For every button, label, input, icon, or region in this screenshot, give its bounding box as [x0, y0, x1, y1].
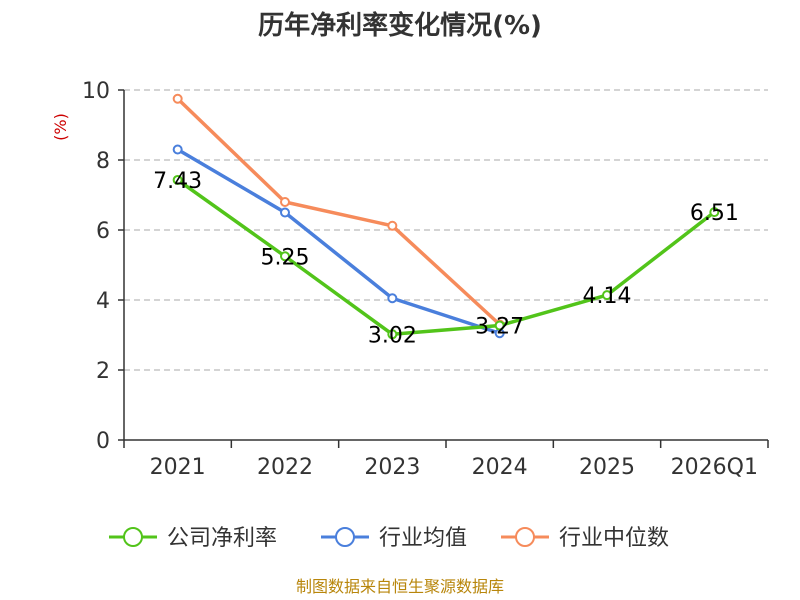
data-point [280, 197, 290, 207]
data-point [172, 93, 183, 104]
data-label: 6.51 [690, 201, 739, 226]
legend-label: 公司净利率 [167, 526, 277, 551]
data-label: 3.02 [368, 323, 417, 348]
series-line [175, 97, 502, 327]
axes: 0 2 4 6 8 10 2021 2022 2023 2024 2025 2026Q1 [82, 79, 769, 480]
data-point [387, 293, 398, 304]
legend-marker [515, 527, 535, 547]
legend-item: 行业中位数 [501, 526, 669, 551]
legend: 公司净利率 行业均值 行业中位数 [109, 526, 669, 551]
y-tick-label: 6 [96, 219, 110, 244]
legend-label: 行业均值 [379, 526, 467, 551]
data-point [602, 290, 612, 301]
legend-item: 公司净利率 [109, 526, 277, 551]
data-point [280, 207, 290, 218]
y-tick-label: 4 [96, 289, 110, 314]
x-tick-label: 2024 [472, 455, 528, 480]
data-point [387, 329, 398, 340]
data-labels: 7.43 5.25 3.02 3.27 4.14 6.51 [153, 169, 739, 348]
data-point [172, 174, 183, 185]
grid-lines [124, 89, 768, 371]
legend-marker [335, 527, 355, 547]
legend-item: 行业均值 [321, 526, 467, 551]
data-label: 5.25 [261, 245, 310, 270]
x-tick-label: 2023 [364, 455, 420, 480]
x-tick-label: 2021 [150, 455, 206, 480]
legend-label: 行业中位数 [559, 526, 669, 551]
legend-marker [123, 527, 143, 547]
series-line [175, 147, 502, 335]
data-label: 7.43 [153, 169, 202, 194]
data-label: 4.14 [583, 284, 632, 309]
x-tick-label: 2022 [257, 455, 313, 480]
y-tick-label: 10 [82, 79, 110, 104]
x-tick-label: 2026Q1 [671, 455, 758, 480]
data-label: 3.27 [475, 315, 524, 340]
source-note: 制图数据来自恒生聚源数据库 [296, 577, 504, 596]
data-point [387, 220, 398, 231]
x-tick-label: 2025 [579, 455, 635, 480]
chart-title: 历年净利率变化情况(%) [258, 10, 542, 41]
data-point [709, 207, 720, 218]
data-point [172, 144, 183, 155]
series-lines [172, 93, 720, 340]
y-tick-label: 0 [96, 429, 110, 454]
series-line [175, 178, 717, 337]
y-axis-unit-label: (%) [51, 113, 70, 141]
data-point [494, 320, 505, 331]
y-tick-label: 8 [96, 149, 110, 174]
data-point [280, 251, 290, 262]
y-tick-label: 2 [96, 359, 110, 384]
